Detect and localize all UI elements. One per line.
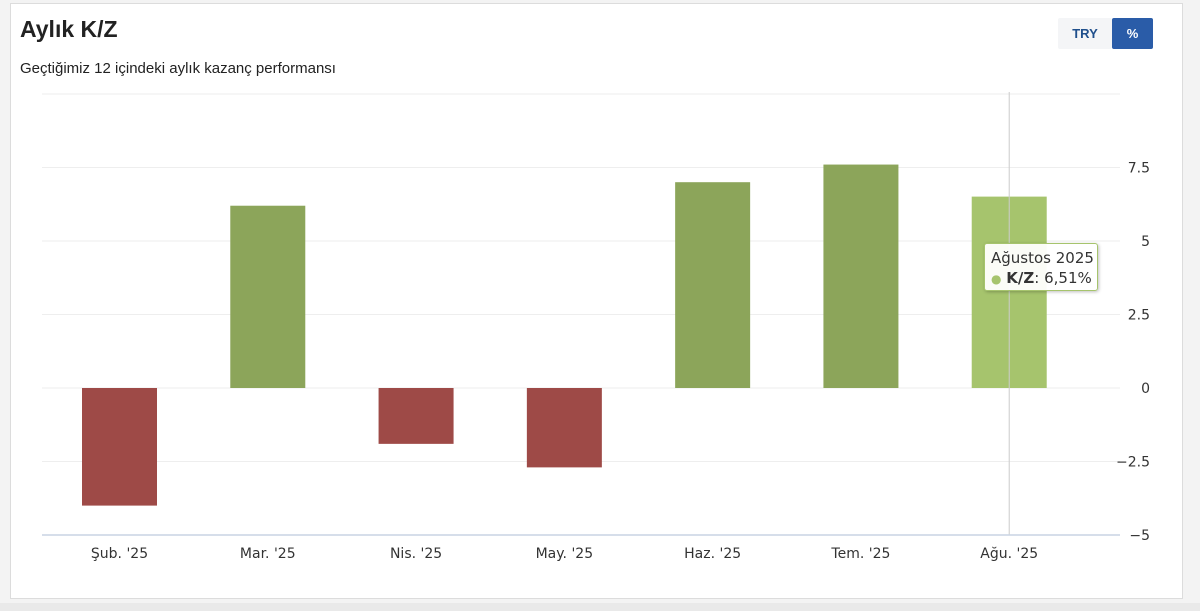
x-tick-label: Tem. '25 [830,546,890,562]
y-tick-label: 0 [1141,381,1150,397]
bar-3[interactable] [378,388,454,444]
bar-5[interactable] [675,182,751,388]
bar-6[interactable] [823,164,899,388]
page-title: Aylık K/Z [20,16,118,42]
chart-subtitle: Geçtiğimiz 12 içindeki aylık kazanç perf… [20,60,336,77]
series-dot-icon: ● [991,272,1002,286]
x-tick-label: May. '25 [536,546,594,562]
x-tick-label: Ağu. '25 [980,546,1038,562]
page-bottom-strip [0,603,1200,611]
x-tick-label: Şub. '25 [91,546,148,562]
y-tick-label: 5 [1141,234,1150,250]
tooltip-title: Ağustos 2025 [991,249,1094,267]
tick-labels: 7.5 5 2.5 0 −2.5 −5 Şub. '25 Mar. '25 Nis. '25 Ma… [91,161,1150,563]
y-tick-label: 2.5 [1128,308,1150,324]
x-tick-label: Nis. '25 [390,546,442,562]
y-tick-label: 7.5 [1128,161,1150,177]
bar-2[interactable] [230,205,306,388]
tooltip-separator: : [1034,269,1040,287]
x-tick-label: Mar. '25 [240,546,296,562]
y-tick-label: −5 [1129,528,1150,544]
chart-tooltip: Ağustos 2025 ● K/Z: 6,51% [984,243,1098,291]
tooltip-series-name: K/Z [1006,269,1035,287]
currency-toggle: TRY % [1058,18,1153,49]
bar-4[interactable] [526,388,602,468]
tooltip-value: 6,51% [1044,269,1092,287]
percent-toggle-button[interactable]: % [1112,18,1153,49]
tooltip-row: ● K/Z: 6,51% [991,268,1092,289]
try-toggle-button[interactable]: TRY [1058,18,1112,49]
y-tick-label: −2.5 [1116,455,1150,471]
axes [42,92,1120,536]
x-tick-label: Haz. '25 [684,546,741,562]
bar-1[interactable] [82,388,157,506]
bars [82,164,1047,506]
